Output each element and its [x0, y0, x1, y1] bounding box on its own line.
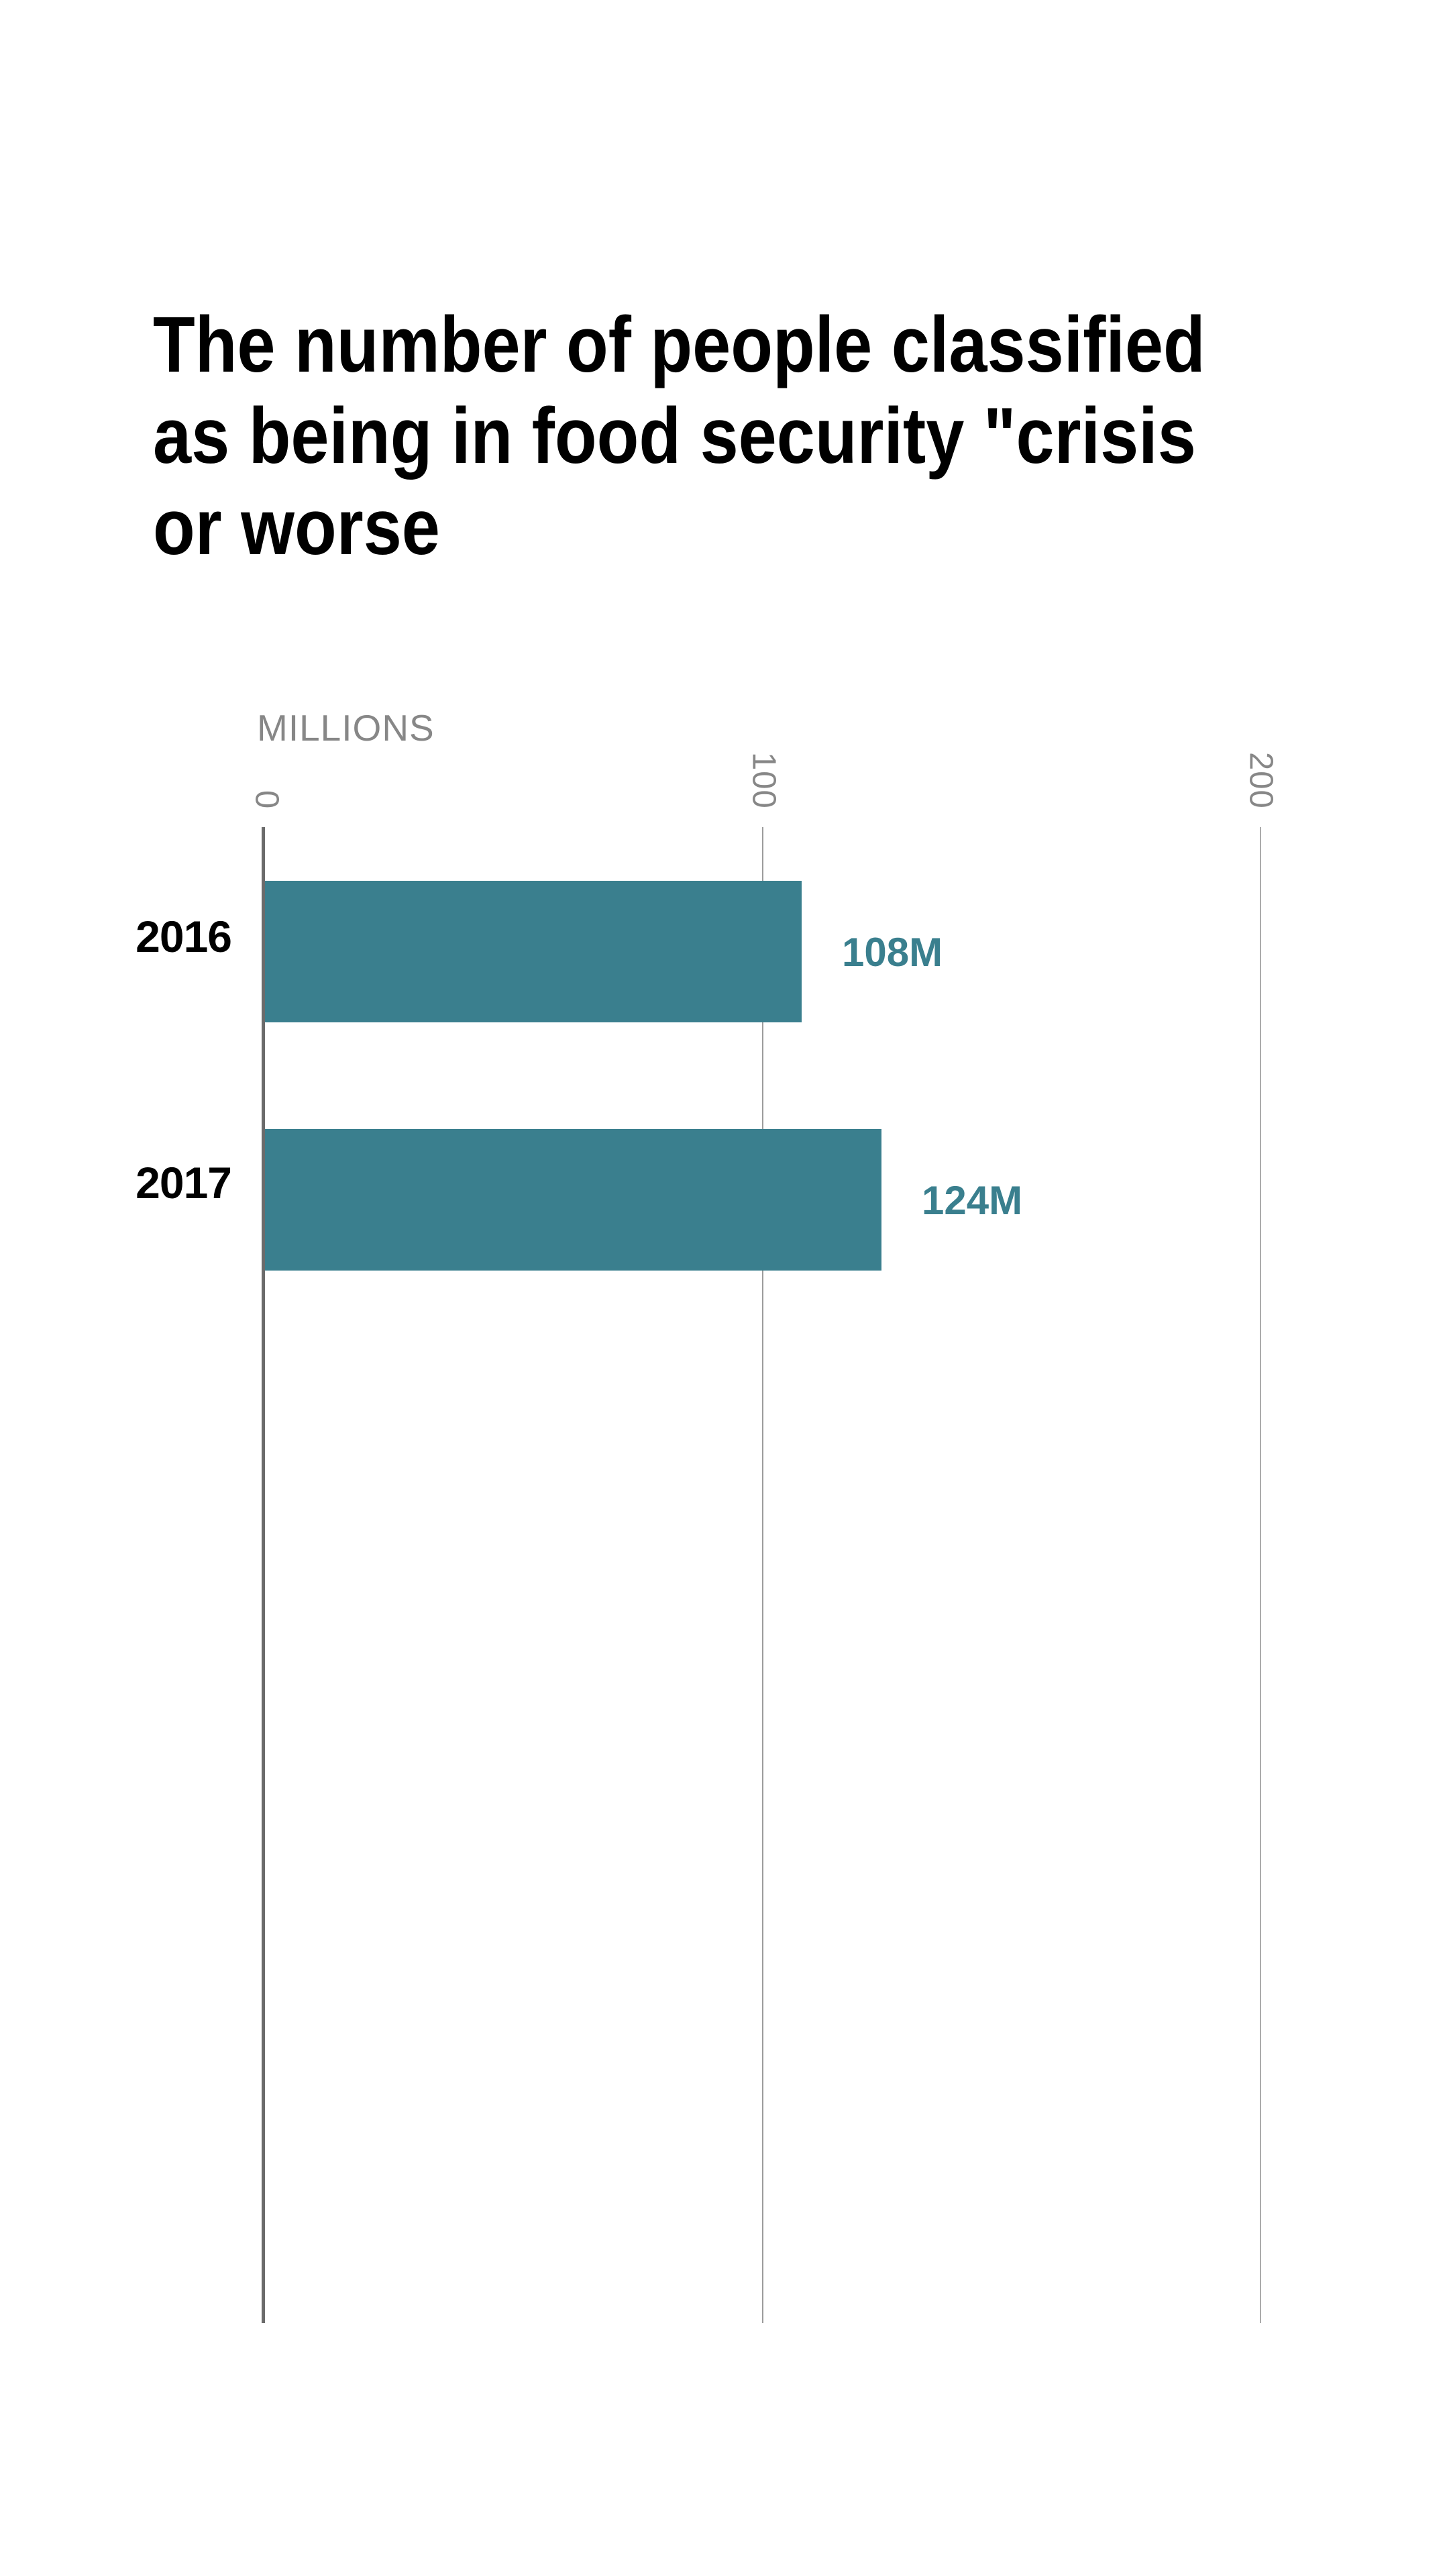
value-label-2017: 124M: [922, 1178, 1023, 1223]
value-label-2016: 108M: [842, 930, 943, 975]
baseline-axis-line: [262, 827, 265, 2323]
gridline-100: [762, 827, 763, 2323]
chart-title-line-2: as being in food security "crisis: [153, 392, 1196, 480]
gridline-200: [1260, 827, 1261, 2323]
category-label-2017: 2017: [136, 1158, 232, 1208]
x-tick-label-200: 200: [1242, 752, 1279, 809]
chart-title-line-3: or worse: [153, 483, 440, 572]
chart-title: The number of people classified as being…: [153, 299, 1205, 573]
category-label-2016: 2016: [136, 912, 232, 961]
x-tick-label-100: 100: [745, 752, 782, 809]
x-tick-label-0: 0: [248, 790, 285, 809]
bar-2017: [265, 1129, 881, 1271]
bar-2016: [265, 881, 802, 1022]
axis-unit-label: MILLIONS: [257, 707, 435, 749]
chart-title-line-1: The number of people classified: [153, 301, 1205, 389]
